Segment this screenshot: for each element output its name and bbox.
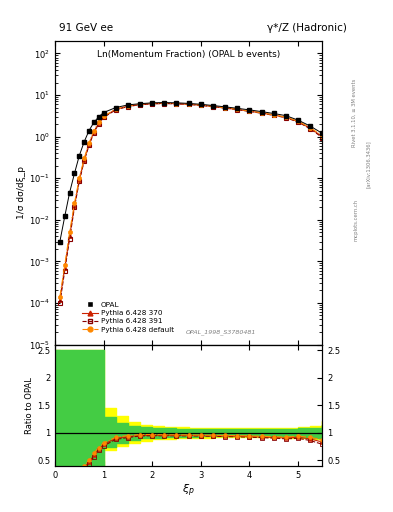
Text: Rivet 3.1.10, ≥ 3M events: Rivet 3.1.10, ≥ 3M events — [352, 78, 357, 147]
Text: γ*/Z (Hadronic): γ*/Z (Hadronic) — [266, 23, 347, 33]
X-axis label: $\xi_p$: $\xi_p$ — [182, 482, 195, 499]
Legend: OPAL, Pythia 6.428 370, Pythia 6.428 391, Pythia 6.428 default: OPAL, Pythia 6.428 370, Pythia 6.428 391… — [80, 300, 176, 335]
Y-axis label: Ratio to OPAL: Ratio to OPAL — [25, 377, 34, 434]
Text: mcplots.cern.ch: mcplots.cern.ch — [354, 199, 359, 241]
Y-axis label: 1/σ dσ/dξ_p: 1/σ dσ/dξ_p — [17, 166, 26, 219]
Text: OPAL_1998_S3780481: OPAL_1998_S3780481 — [185, 330, 256, 335]
Text: Ln(Momentum Fraction) (OPAL b events): Ln(Momentum Fraction) (OPAL b events) — [97, 50, 280, 59]
Text: 91 GeV ee: 91 GeV ee — [59, 23, 114, 33]
Text: [arXiv:1306.3436]: [arXiv:1306.3436] — [365, 140, 371, 188]
